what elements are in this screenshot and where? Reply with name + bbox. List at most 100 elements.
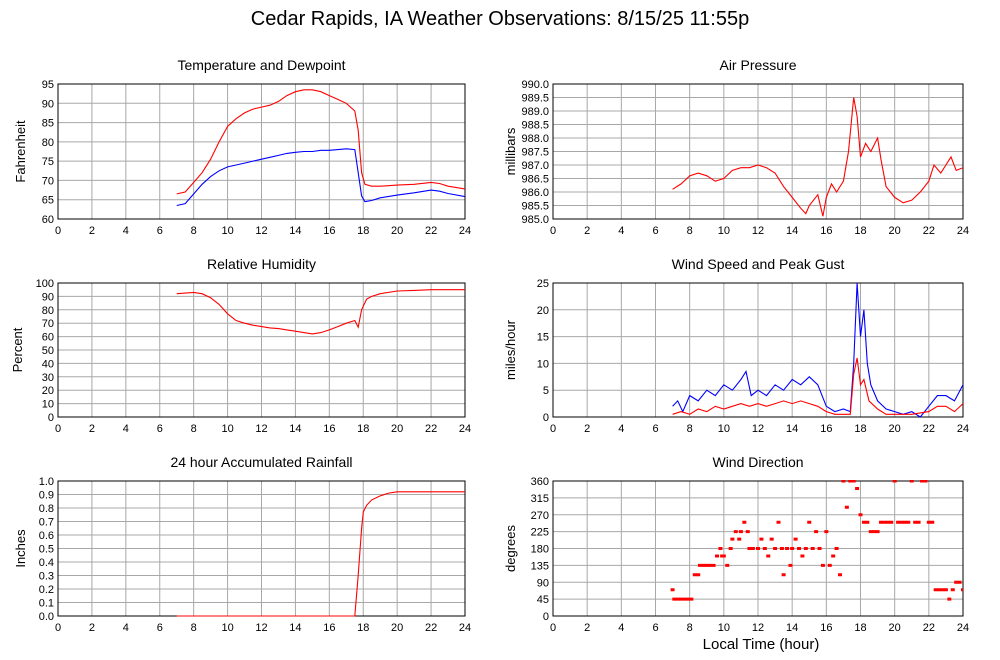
x-tick-label: 20: [889, 225, 901, 237]
y-tick-label: 0.5: [39, 544, 54, 556]
data-point: [800, 554, 805, 558]
data-point: [759, 537, 764, 541]
x-tick-label: 12: [752, 225, 764, 237]
y-tick-label: 20: [537, 305, 549, 317]
series-line-red: [672, 97, 963, 217]
plot-frame: [552, 83, 964, 220]
data-point: [913, 520, 918, 524]
x-tick-label: 8: [687, 225, 693, 237]
y-tick-label: 0: [48, 412, 54, 424]
y-tick-label: 0.8: [39, 503, 54, 515]
x-tick-label: 6: [157, 622, 163, 634]
y-tick-label: 60: [42, 332, 54, 344]
x-tick-label: 24: [957, 225, 969, 237]
x-tick-label: 10: [221, 225, 233, 237]
y-tick-label: 0: [543, 412, 549, 424]
humidity-chart: 0 2 4 6 8 10 12 14 16 18 20 22 240102030405060708090…: [10, 256, 471, 435]
data-point: [933, 588, 938, 592]
x-tick-label: 24: [459, 622, 471, 634]
x-tick-label: 22: [923, 423, 935, 435]
data-point: [803, 547, 808, 550]
data-point: [872, 530, 877, 534]
data-point: [892, 480, 897, 483]
y-tick-label: 90: [42, 291, 54, 303]
page-title: Cedar Rapids, IA Weather Observations: 8…: [250, 8, 750, 30]
data-point: [817, 547, 822, 550]
data-point: [725, 563, 730, 567]
data-point: [692, 573, 697, 577]
y-tick-label: 45: [537, 594, 549, 606]
data-point: [715, 554, 719, 558]
y-tick-label: 75: [42, 156, 54, 168]
data-point: [875, 530, 880, 534]
series-line-red: [176, 89, 465, 195]
x-tick-label: 0: [55, 225, 61, 237]
data-point: [769, 537, 774, 541]
chart-title: Wind Speed and Peak Gust: [672, 256, 845, 272]
x-tick-label: 20: [889, 622, 901, 634]
data-point: [721, 554, 726, 558]
y-tick-label: 989.5: [521, 93, 549, 105]
y-tick-label: 986.5: [521, 174, 549, 186]
y-tick-label: 0.1: [39, 598, 54, 610]
data-point: [906, 520, 911, 524]
data-point: [950, 588, 955, 592]
data-point: [701, 563, 706, 567]
x-tick-label: 4: [123, 622, 129, 634]
y-tick-label: 0.9: [39, 490, 54, 502]
x-tick-label: 4: [123, 225, 129, 237]
x-tick-label: 16: [820, 225, 832, 237]
x-tick-label: 0: [550, 225, 556, 237]
x-tick-label: 16: [323, 225, 335, 237]
data-point: [742, 520, 747, 524]
y-tick-label: 85: [42, 118, 54, 130]
y-tick-label: 135: [531, 560, 549, 572]
data-point: [851, 480, 856, 483]
y-tick-label: 90: [537, 577, 549, 589]
x-tick-label: 2: [89, 622, 95, 634]
y-tick-label: 70: [42, 318, 54, 330]
y-tick-label: 985.5: [521, 201, 549, 213]
y-tick-label: 180: [531, 544, 549, 556]
data-point: [865, 520, 870, 524]
x-tick-label: 24: [459, 225, 471, 237]
x-tick-label: 12: [255, 225, 267, 237]
data-point: [689, 597, 694, 601]
data-point: [704, 563, 709, 567]
x-tick-label: 24: [957, 622, 969, 634]
y-tick-label: 0.7: [39, 517, 54, 529]
y-tick-label: 989.0: [521, 106, 549, 118]
x-tick-label: 2: [584, 225, 590, 237]
data-point: [696, 573, 701, 577]
series-line-blue: [672, 282, 963, 418]
data-point: [940, 588, 945, 592]
y-axis-label: Percent: [10, 327, 25, 372]
data-point: [947, 597, 952, 601]
data-point: [926, 520, 931, 524]
data-point: [885, 520, 890, 524]
x-tick-label: 16: [820, 423, 832, 435]
x-tick-label: 18: [357, 622, 369, 634]
data-point: [930, 520, 935, 524]
x-tick-label: 20: [391, 225, 403, 237]
series-line-red: [672, 357, 963, 415]
y-tick-label: 95: [42, 79, 54, 91]
x-tick-label: 10: [718, 225, 730, 237]
data-point: [679, 597, 684, 601]
x-tick-label: 18: [357, 423, 369, 435]
x-tick-label: 24: [459, 423, 471, 435]
data-point: [961, 588, 963, 592]
data-point: [889, 520, 894, 524]
y-tick-label: 70: [42, 175, 54, 187]
x-tick-label: 4: [123, 423, 129, 435]
x-tick-label: 10: [221, 423, 233, 435]
x-tick-label: 4: [618, 225, 624, 237]
x-tick-label: 6: [652, 622, 658, 634]
chart-title: Wind Direction: [712, 454, 803, 470]
data-point: [781, 573, 786, 577]
x-tick-label: 2: [89, 423, 95, 435]
x-tick-label: 22: [425, 622, 437, 634]
y-tick-label: 20: [42, 385, 54, 397]
x-tick-label: 6: [652, 225, 658, 237]
